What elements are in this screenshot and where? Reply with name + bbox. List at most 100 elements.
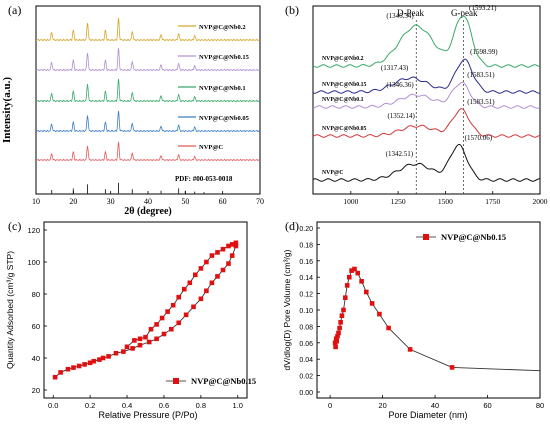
panel-c: (c) Quantity Adsorbed (cm³/g STP) Relati… [5, 219, 256, 420]
desorption-point [220, 246, 226, 252]
pore-ytick-label: 0.12 [299, 292, 313, 299]
pore-point [336, 330, 341, 336]
desorption-point [170, 302, 176, 308]
adsorption-point [204, 288, 209, 294]
panel-d-xlabel: Pore Diameter (nm) [388, 410, 467, 420]
panel-d-series [332, 266, 541, 372]
pore-point [407, 347, 413, 352]
d-peak-label: D-Peak [397, 8, 424, 18]
desorption-point [176, 294, 181, 300]
raman-series-label-0: NVP@C@Nb0.2 [322, 56, 364, 62]
adsorption-point [226, 261, 231, 266]
panel-c-xlabel: Relative Pressure (P/Po) [98, 410, 197, 420]
pore-xtick-label: 80 [536, 401, 544, 410]
raman-line-1 [312, 58, 541, 94]
raman-d-value-0: (1346.34) [386, 12, 414, 20]
pore-point [335, 333, 340, 339]
desorption-point [226, 243, 231, 249]
panel-b: (b) D-Peak G-peak NVP@C@Nb0.2 (1346.34) (1… [285, 3, 548, 206]
desorption-point [187, 280, 193, 286]
pore-point [347, 274, 352, 280]
raman-series-label-3: NVP@C@Nb0.05 [322, 126, 367, 132]
pore-ytick-label: 0.16 [299, 259, 313, 266]
desorption-point [182, 286, 187, 292]
desorption-point [132, 338, 137, 343]
pore-point [364, 289, 369, 295]
pore-point [341, 307, 346, 313]
panel-a-ticks: 10 20 30 40 50 60 70 [32, 191, 264, 206]
adsorption-point [82, 362, 87, 367]
adsorption-point [169, 326, 174, 332]
iso-ytick-label: 100 [27, 258, 40, 267]
raman-series-label-1: NVP@C@Nb0.15 [322, 82, 367, 88]
adsorption-point [161, 331, 167, 337]
xrd-line-2 [35, 78, 261, 103]
adsorption-point [58, 370, 63, 375]
adsorption-point [183, 312, 189, 318]
raman-g-value-0: (1593.21) [469, 4, 497, 12]
raman-d-value-4: (1342.51) [386, 150, 414, 158]
desorption-line [126, 242, 237, 348]
raman-g-value-1: (1598.99) [470, 48, 498, 56]
xrd-legend-text-0: NVP@C@Nb0.2 [199, 24, 246, 31]
xrd-line-4 [35, 141, 261, 162]
panel-a-ylabel: Intensity(a.u.) [1, 77, 13, 143]
pore-point [339, 313, 345, 318]
adsorption-point [113, 350, 119, 356]
g-peak-label: G-peak [451, 8, 478, 18]
iso-xtick-label: 0.4 [122, 401, 132, 410]
iso-ytick-label: 120 [27, 226, 40, 235]
pore-point [344, 283, 350, 288]
adsorption-point [87, 360, 93, 366]
xrd-legend-text-1: NVP@C@Nb0.15 [199, 54, 250, 61]
panel-d-ticks: 0 20 40 60 80 0.00 0.02 0.04 0.06 0.08 0.10 0.12 0.1… [299, 226, 544, 410]
panel-d-legend-marker [423, 234, 429, 240]
iso-xtick-label: 1.0 [233, 401, 243, 410]
panel-a-reference-label: PDF: #00-053-0018 [175, 175, 233, 183]
panel-d-frame [316, 221, 541, 399]
pore-xtick-label: 20 [378, 401, 386, 410]
desorption-point [137, 336, 143, 342]
panel-a-frame [35, 5, 261, 195]
desorption-point [215, 250, 220, 255]
raman-d-value-1: (1317.43) [381, 64, 409, 72]
adsorption-point [76, 363, 82, 369]
adsorption-point [209, 280, 215, 286]
adsorption-point [176, 320, 181, 326]
adsorption-line [54, 245, 237, 378]
adsorption-point [65, 366, 71, 372]
xrd-line-1 [35, 47, 261, 72]
xrd-line-3 [35, 110, 261, 133]
raman-line-2 [312, 81, 541, 109]
pore-ytick-label: 0.04 [299, 357, 313, 364]
iso-xtick-label: 0.2 [85, 401, 95, 410]
adsorption-point [220, 267, 226, 273]
xrd-xtick-label: 60 [219, 197, 227, 206]
adsorption-point [137, 342, 143, 348]
desorption-point [165, 309, 170, 314]
adsorption-point [215, 274, 220, 279]
pore-point [333, 344, 338, 350]
pore-line [334, 268, 541, 372]
xrd-xtick-label: 10 [32, 197, 40, 206]
adsorption-point [233, 243, 239, 249]
pore-ytick-label: 0.00 [299, 390, 313, 397]
pore-point [449, 365, 455, 370]
raman-line-3 [312, 108, 541, 138]
desorption-point [229, 242, 235, 247]
pore-point [338, 320, 343, 325]
panel-a-label: (a) [8, 3, 21, 17]
panel-a: (a) Intensity(a.u.) 2θ (degree) NVP@C@Nb… [1, 3, 264, 217]
pore-xtick-label: 60 [483, 401, 491, 410]
raman-xtick-label: 1500 [438, 197, 453, 206]
xrd-legend-text-4: NVP@C [199, 144, 223, 151]
adsorption-point [100, 355, 106, 361]
iso-ytick-label: 80 [32, 290, 40, 299]
adsorption-point [91, 358, 97, 364]
pore-xtick-label: 40 [431, 401, 439, 410]
xrd-line-0 [35, 17, 261, 42]
desorption-point [204, 259, 209, 265]
panel-c-legend: NVP@C@Nb0.15 [166, 376, 256, 386]
iso-xtick-label: 0.6 [159, 401, 169, 410]
